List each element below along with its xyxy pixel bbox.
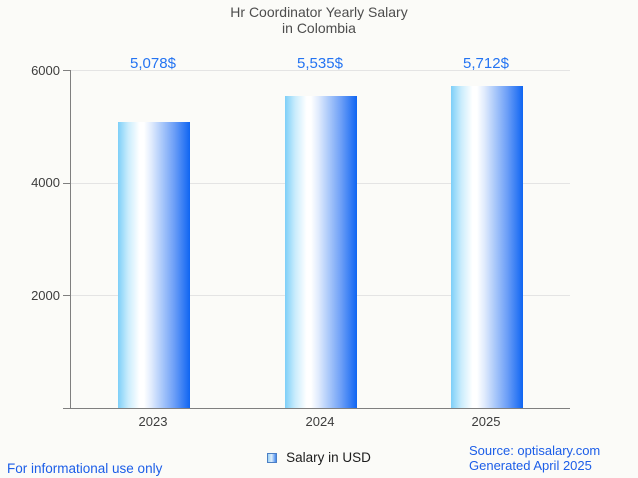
source-block: Source: optisalary.com Generated April 2… (469, 443, 601, 473)
gridline (71, 70, 570, 71)
bar-2023[interactable] (118, 122, 190, 408)
bar-2024[interactable] (285, 96, 357, 408)
source-link[interactable]: Source: optisalary.com (469, 443, 601, 458)
y-axis-label: 4000 (31, 175, 60, 190)
generated-date: Generated April 2025 (469, 457, 592, 473)
y-axis-label: 6000 (31, 63, 60, 78)
value-label-2023: 5,078$ (130, 55, 176, 72)
bar-2025[interactable] (451, 86, 523, 408)
y-axis-tick (63, 183, 70, 184)
disclaimer-text: For informational use only (7, 461, 163, 476)
x-axis-label-2024: 2024 (305, 414, 335, 429)
value-label-2024: 5,535$ (297, 55, 343, 72)
y-axis-tick (63, 70, 70, 71)
x-axis-label-2025: 2025 (471, 414, 501, 429)
chart-title-line2: in Colombia (282, 20, 356, 36)
legend[interactable]: Salary in USD (0, 450, 638, 465)
chart-title-line1: Hr Coordinator Yearly Salary (230, 4, 408, 20)
chart-title: Hr Coordinator Yearly Salary in Colombia (0, 4, 638, 36)
y-axis-tick (63, 408, 70, 409)
y-axis-label: 2000 (31, 288, 60, 303)
plot-area (70, 70, 570, 409)
value-label-2025: 5,712$ (463, 55, 509, 72)
y-axis-tick (63, 295, 70, 296)
legend-label: Salary in USD (286, 450, 371, 465)
x-axis-label-2023: 2023 (138, 414, 168, 429)
legend-swatch-icon (267, 452, 278, 463)
